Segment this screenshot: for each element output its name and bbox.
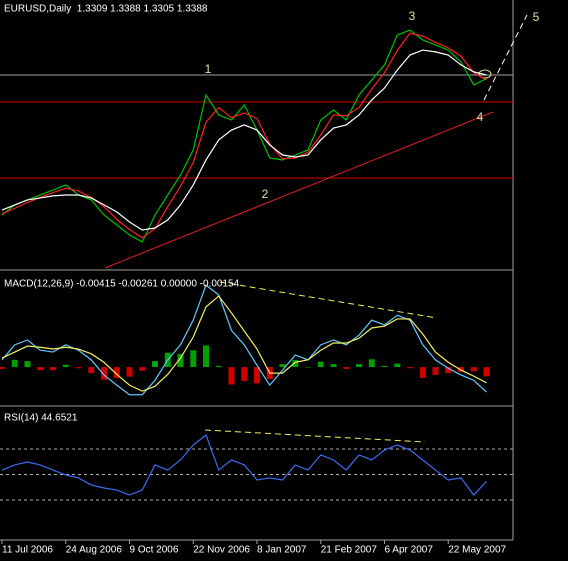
wave-label: 5 (533, 10, 540, 24)
histogram-bar (152, 361, 158, 368)
x-tick-label: 22 May 2007 (448, 545, 506, 556)
x-tick-label: 21 Feb 2007 (321, 545, 378, 556)
histogram-bar (113, 367, 120, 378)
histogram-bar (407, 367, 413, 369)
divergence-line (204, 429, 426, 443)
x-tick-label: 11 Jul 2006 (2, 545, 53, 556)
histogram-bar (190, 350, 197, 368)
x-tick-label: 6 Apr 2007 (385, 545, 434, 556)
histogram-bar (228, 367, 235, 385)
histogram-bar (330, 364, 337, 368)
data-layer: 1 2 3 4 5 11 Jul 2006 24 Aug 2006 9 Oct 2006 22 … (0, 9, 540, 556)
x-tick-label: 8 Jan 2007 (257, 545, 307, 556)
histogram-bar (241, 367, 248, 381)
rsi-header: RSI(14) 44.6521 (4, 413, 78, 424)
histogram-bar (432, 367, 439, 375)
wave-label: 1 (205, 62, 212, 76)
histogram-bar (50, 367, 56, 371)
projection-line (483, 14, 528, 101)
histogram-bar (0, 367, 5, 369)
macd-header: MACD(12,26,9) -0.00415 -0.00261 0.00000 … (4, 279, 240, 290)
histogram-bar (101, 367, 107, 380)
histogram-bar (24, 361, 31, 368)
histogram-bar (139, 367, 146, 371)
histogram-bar (11, 359, 18, 368)
histogram-bar (75, 367, 82, 369)
histogram-bar (470, 367, 477, 372)
wave-label: 3 (409, 9, 416, 23)
series-line (1, 29, 487, 243)
x-tick-label: 24 Aug 2006 (66, 545, 123, 556)
price-header: EURUSD,Daily 1.3309 1.3388 1.3305 1.3388 (4, 4, 208, 15)
histogram-bar (343, 367, 350, 369)
histogram-bar (305, 367, 311, 368)
histogram-bar (62, 364, 69, 368)
x-tick-label: 9 Oct 2006 (130, 545, 179, 556)
histogram-bar (37, 367, 44, 371)
histogram-bar (126, 367, 133, 377)
histogram-bar (483, 367, 490, 377)
wave-label: 2 (262, 187, 269, 201)
histogram-bar (394, 363, 401, 368)
histogram-bar (381, 365, 388, 368)
series-line (1, 433, 487, 496)
histogram-bar (254, 367, 260, 384)
histogram-bar (88, 367, 95, 374)
trend-line (104, 111, 494, 269)
histogram-bar (279, 364, 286, 368)
histogram-bar (203, 345, 209, 368)
marker-circle (478, 69, 492, 79)
histogram-bar (419, 367, 426, 378)
x-tick-label: 22 Nov 2006 (193, 545, 250, 556)
histogram-bar (368, 359, 375, 368)
histogram-bar (177, 353, 184, 368)
histogram-bar (292, 359, 299, 368)
series-line (1, 32, 487, 239)
wave-label: 4 (477, 110, 484, 124)
histogram-bar (317, 361, 324, 368)
histogram-bar (445, 367, 452, 374)
series-line (1, 49, 487, 231)
histogram-bar (215, 365, 222, 368)
series-line (1, 295, 487, 392)
histogram-bar (356, 364, 362, 368)
divergence-line (219, 281, 438, 319)
